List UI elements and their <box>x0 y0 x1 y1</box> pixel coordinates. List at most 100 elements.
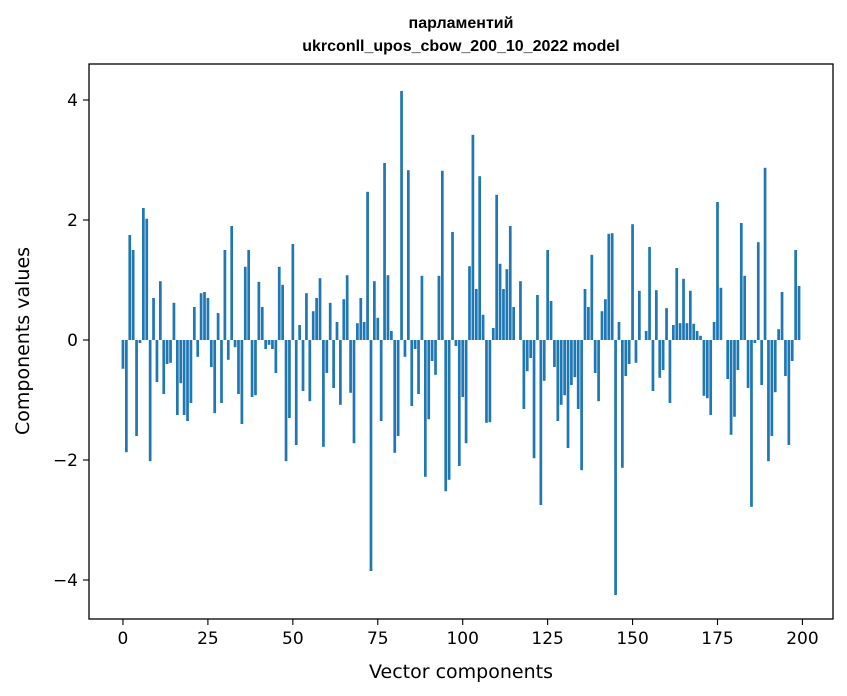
bar <box>440 170 444 340</box>
bar <box>763 167 767 340</box>
bar <box>471 134 475 340</box>
bar <box>142 208 145 340</box>
bar <box>434 340 437 375</box>
bar <box>539 340 543 505</box>
bar <box>590 254 594 340</box>
bar <box>631 224 634 340</box>
bar <box>356 323 359 340</box>
bar <box>366 191 369 340</box>
bar <box>604 299 607 340</box>
bar <box>162 340 166 394</box>
bar <box>505 269 509 340</box>
bar <box>417 340 420 394</box>
bar <box>339 340 342 405</box>
bar <box>532 340 536 459</box>
bar <box>464 340 468 444</box>
bar <box>654 290 658 340</box>
bar <box>182 340 186 415</box>
bar <box>169 340 172 363</box>
bar <box>291 244 295 340</box>
bar <box>288 340 291 418</box>
x-tick-label: 125 <box>531 629 563 649</box>
bar <box>678 323 682 340</box>
bar <box>644 331 648 340</box>
bar <box>488 340 492 423</box>
bar <box>607 233 611 340</box>
bar <box>301 340 305 391</box>
bar <box>216 313 220 340</box>
bar <box>125 340 128 453</box>
bar <box>682 278 685 340</box>
bar <box>209 340 213 367</box>
bar <box>716 202 719 340</box>
bar <box>423 340 427 477</box>
bar <box>308 340 312 402</box>
bar <box>277 266 281 340</box>
x-tick-label: 200 <box>786 629 818 649</box>
bar <box>495 194 499 340</box>
bar <box>135 340 138 436</box>
bar <box>777 329 780 340</box>
bar <box>121 340 125 369</box>
bar <box>705 340 709 399</box>
bar <box>192 307 196 340</box>
bar <box>525 340 529 372</box>
bar <box>508 226 512 340</box>
bar <box>454 340 458 346</box>
bar <box>580 340 583 471</box>
bar <box>396 340 400 436</box>
bar <box>196 340 200 357</box>
x-tick-label: 0 <box>118 629 129 649</box>
y-tick-label: 0 <box>67 331 78 351</box>
x-tick-label: 100 <box>446 629 478 649</box>
bar <box>237 340 240 394</box>
bar <box>614 340 617 595</box>
bar <box>264 340 268 349</box>
bar <box>158 281 162 340</box>
bar <box>767 340 770 462</box>
bar <box>325 340 329 373</box>
chart-title: парламентий <box>409 15 514 32</box>
bar <box>128 235 132 340</box>
y-axis-label: Components values <box>12 247 34 435</box>
bar <box>393 340 397 453</box>
bar <box>726 340 730 379</box>
bar <box>699 335 702 340</box>
bar <box>311 311 315 340</box>
bar <box>692 323 696 340</box>
bar <box>131 250 135 340</box>
x-tick-label: 25 <box>197 629 219 649</box>
bar <box>284 340 288 462</box>
bar <box>406 170 410 340</box>
bar <box>349 340 352 393</box>
bar <box>226 340 230 360</box>
bar <box>175 340 179 415</box>
bar <box>478 176 482 340</box>
bar <box>634 340 638 363</box>
bar <box>315 298 318 340</box>
bar <box>546 250 549 340</box>
bar <box>437 275 441 340</box>
bar <box>152 298 155 340</box>
bar <box>491 328 495 340</box>
bar <box>373 281 376 340</box>
bar <box>519 281 522 340</box>
bar <box>610 233 614 340</box>
bar <box>712 322 716 340</box>
bar <box>206 298 210 340</box>
bar <box>502 289 505 340</box>
bar <box>430 340 434 361</box>
bar <box>257 281 261 340</box>
bar <box>695 331 699 340</box>
bar <box>468 266 471 340</box>
bar <box>203 292 206 340</box>
x-axis-ticks: 0 25 50 75 100 125 150 175 200 <box>118 619 819 649</box>
bar <box>651 340 655 391</box>
bar <box>556 340 560 421</box>
bar <box>553 340 556 367</box>
bar <box>587 307 590 340</box>
bar <box>658 340 662 378</box>
bar <box>576 340 580 409</box>
bar <box>352 340 356 444</box>
